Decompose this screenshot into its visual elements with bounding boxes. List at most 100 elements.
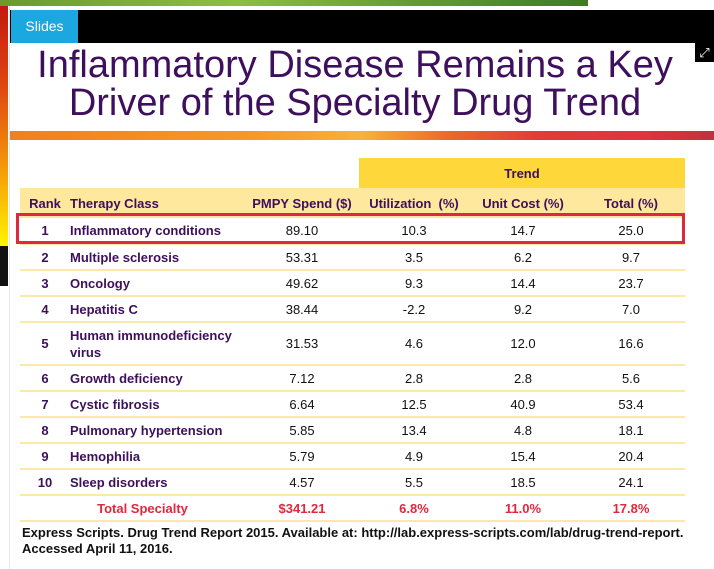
cell-utilization: 13.4 [359,417,469,444]
cell-total: 16.6 [577,322,685,366]
column-header-pmpy-spend: PMPY Spend ($) [252,195,352,211]
table-row: 8 Pulmonary hypertension 5.85 13.4 4.8 1… [20,417,685,444]
background-strip-left-dark [0,246,8,286]
cell-pmpy-spend: 53.31 [245,244,359,271]
slide-title-line-1: Inflammatory Disease Remains a Key [37,44,673,86]
table-row: 4 Hepatitis C 38.44 -2.2 9.2 7.0 [20,296,685,323]
cell-unit-cost: 18.5 [469,469,577,496]
cell-utilization: 2.8 [359,365,469,392]
cell-unit-cost: 14.4 [469,270,577,297]
slide-title-line-2: Driver of the Specialty Drug Trend [68,82,642,124]
cell-pmpy-spend: 49.62 [245,270,359,297]
cell-total-total: 17.8% [577,495,685,522]
cell-total-unit-cost: 11.0% [469,495,577,522]
title-decorative-band [10,131,714,140]
specialty-drug-trend-table: Trend Rank Therapy Class PMPY Spend ($) … [20,158,685,522]
cell-pmpy-spend: 31.53 [245,322,359,366]
cell-total-utilization: 6.8% [359,495,469,522]
cell-rank: 5 [20,322,70,366]
cell-total: 7.0 [577,296,685,323]
cell-pmpy-spend: 38.44 [245,296,359,323]
column-header-rank: Rank [29,195,61,211]
cell-therapy-class: Sleep disorders [70,469,245,496]
cell-total: 24.1 [577,469,685,496]
cell-rank: 4 [20,296,70,323]
background-strip-top [0,0,588,6]
cell-utilization: 4.9 [359,443,469,470]
column-header-unit-cost: Unit Cost (%) [482,195,564,211]
table-row: 10 Sleep disorders 4.57 5.5 18.5 24.1 [20,469,685,496]
cell-unit-cost: 6.2 [469,244,577,271]
trend-group-header: Trend [359,158,685,188]
cell-therapy-class: Hemophilia [70,443,245,470]
table-header-row: Rank Therapy Class PMPY Spend ($) Utiliz… [20,188,685,218]
cell-unit-cost: 40.9 [469,391,577,418]
cell-therapy-class: Cystic fibrosis [70,391,245,418]
cell-therapy-class: Multiple sclerosis [70,244,245,271]
cell-unit-cost: 14.7 [469,218,577,245]
cell-therapy-class: Oncology [70,270,245,297]
column-header-therapy-class: Therapy Class [70,195,159,211]
cell-utilization: 10.3 [359,218,469,245]
cell-utilization: 5.5 [359,469,469,496]
cell-pmpy-spend: 7.12 [245,365,359,392]
cell-total: 18.1 [577,417,685,444]
cell-pmpy-spend: 6.64 [245,391,359,418]
expand-arrows-icon: ⤢ [699,45,710,60]
cell-pmpy-spend: 4.57 [245,469,359,496]
cell-therapy-class: Growth deficiency [70,365,245,392]
cell-total: 20.4 [577,443,685,470]
column-header-total: Total (%) [604,195,658,211]
table-row: 3 Oncology 49.62 9.3 14.4 23.7 [20,270,685,297]
cell-utilization: 4.6 [359,322,469,366]
cell-unit-cost: 15.4 [469,443,577,470]
cell-unit-cost: 9.2 [469,296,577,323]
table-group-header-row: Trend [20,158,685,188]
cell-rank: 8 [20,417,70,444]
table-total-row: Total Specialty $341.21 6.8% 11.0% 17.8% [20,495,685,522]
cell-pmpy-spend: 5.85 [245,417,359,444]
table-row: 9 Hemophilia 5.79 4.9 15.4 20.4 [20,443,685,470]
cell-therapy-class: Pulmonary hypertension [70,417,245,444]
table-row: 1 Inflammatory conditions 89.10 10.3 14.… [20,218,685,245]
table-row: 7 Cystic fibrosis 6.64 12.5 40.9 53.4 [20,391,685,418]
cell-total: 53.4 [577,391,685,418]
cell-utilization: 3.5 [359,244,469,271]
cell-unit-cost: 4.8 [469,417,577,444]
table-row: 5 Human immunodeficiency virus 31.53 4.6… [20,322,685,366]
viewer-toolbar: Slides [10,10,714,43]
cell-rank: 6 [20,365,70,392]
cell-total: 5.6 [577,365,685,392]
cell-utilization: 12.5 [359,391,469,418]
table-group-header-spacer [20,158,359,188]
cell-total: 9.7 [577,244,685,271]
cell-rank: 10 [20,469,70,496]
cell-rank: 7 [20,391,70,418]
cell-therapy-class: Hepatitis C [70,296,245,323]
cell-pmpy-spend: 89.10 [245,218,359,245]
cell-pmpy-spend: 5.79 [245,443,359,470]
source-citation: Express Scripts. Drug Trend Report 2015.… [22,525,684,556]
divider [9,6,10,569]
cell-unit-cost: 2.8 [469,365,577,392]
background-strip-left [0,6,8,286]
cell-total: 25.0 [577,218,685,245]
cell-total-label: Total Specialty [20,495,245,522]
slide-title: Inflammatory Disease Remains a Key Drive… [10,46,700,122]
cell-total-pmpy-spend: $341.21 [245,495,359,522]
cell-therapy-class: Human immunodeficiency virus [70,322,245,366]
cell-unit-cost: 12.0 [469,322,577,366]
tab-slides[interactable]: Slides [11,10,78,43]
cell-rank: 9 [20,443,70,470]
cell-utilization: -2.2 [359,296,469,323]
cell-rank: 3 [20,270,70,297]
table-row: 6 Growth deficiency 7.12 2.8 2.8 5.6 [20,365,685,392]
cell-rank: 1 [20,218,70,245]
table-row: 2 Multiple sclerosis 53.31 3.5 6.2 9.7 [20,244,685,271]
expand-button[interactable]: ⤢ [695,43,714,62]
cell-total: 23.7 [577,270,685,297]
cell-utilization: 9.3 [359,270,469,297]
cell-rank: 2 [20,244,70,271]
cell-therapy-class: Inflammatory conditions [70,218,245,245]
column-header-utilization: Utilization (%) [369,195,459,211]
